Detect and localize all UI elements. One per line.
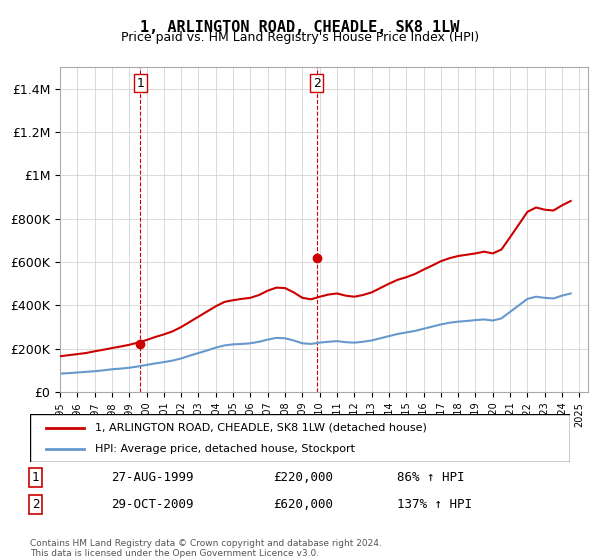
Text: 29-OCT-2009: 29-OCT-2009 <box>111 498 193 511</box>
Text: 2: 2 <box>32 498 39 511</box>
Text: £620,000: £620,000 <box>273 498 333 511</box>
Text: 1: 1 <box>32 471 39 484</box>
Text: 137% ↑ HPI: 137% ↑ HPI <box>397 498 472 511</box>
Text: 1, ARLINGTON ROAD, CHEADLE, SK8 1LW (detached house): 1, ARLINGTON ROAD, CHEADLE, SK8 1LW (det… <box>95 423 427 433</box>
FancyBboxPatch shape <box>30 414 570 462</box>
Text: 86% ↑ HPI: 86% ↑ HPI <box>397 471 465 484</box>
Text: This data is licensed under the Open Government Licence v3.0.: This data is licensed under the Open Gov… <box>30 549 319 558</box>
Text: 1: 1 <box>137 77 145 90</box>
Text: £220,000: £220,000 <box>273 471 333 484</box>
Text: 2: 2 <box>313 77 320 90</box>
Text: 1, ARLINGTON ROAD, CHEADLE, SK8 1LW: 1, ARLINGTON ROAD, CHEADLE, SK8 1LW <box>140 20 460 35</box>
Text: HPI: Average price, detached house, Stockport: HPI: Average price, detached house, Stoc… <box>95 444 355 454</box>
Text: Contains HM Land Registry data © Crown copyright and database right 2024.: Contains HM Land Registry data © Crown c… <box>30 539 382 548</box>
Text: Price paid vs. HM Land Registry's House Price Index (HPI): Price paid vs. HM Land Registry's House … <box>121 31 479 44</box>
Text: 27-AUG-1999: 27-AUG-1999 <box>111 471 193 484</box>
